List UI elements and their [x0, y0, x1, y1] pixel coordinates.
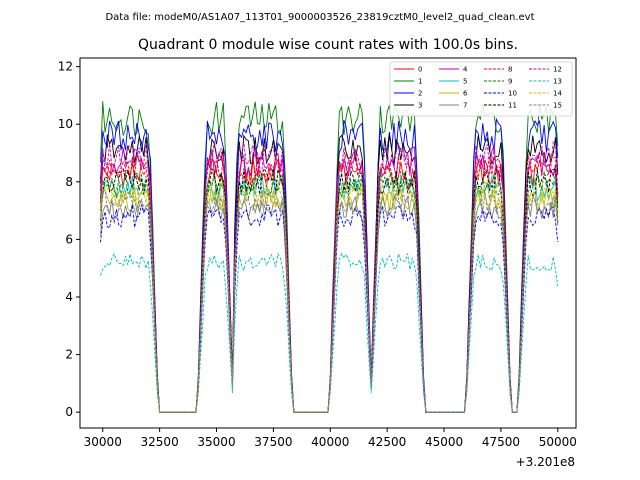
legend-label: 13 [553, 78, 562, 86]
x-offset-label: +3.201e8 [516, 455, 575, 469]
legend-label: 4 [463, 66, 468, 74]
x-tick-label: 37500 [254, 435, 292, 449]
legend-label: 0 [418, 66, 422, 74]
series-line-7 [100, 194, 559, 413]
legend-label: 11 [508, 102, 517, 110]
legend-label: 10 [508, 90, 517, 98]
x-axis: 30000 32500 35000 37500 40000 42500 45000 47500… [84, 428, 577, 449]
y-tick-label: 8 [65, 175, 73, 189]
legend-label: 12 [553, 66, 562, 74]
x-tick-label: 30000 [84, 435, 122, 449]
x-tick-label: 42500 [368, 435, 406, 449]
legend-label: 9 [508, 78, 512, 86]
legend-label: 15 [553, 102, 562, 110]
legend-label: 5 [463, 78, 467, 86]
legend-label: 2 [418, 90, 422, 98]
series-line-10 [100, 204, 559, 413]
legend-label: 3 [418, 102, 422, 110]
x-tick-label: 40000 [311, 435, 349, 449]
y-tick-label: 2 [65, 348, 73, 362]
y-tick-label: 0 [65, 405, 73, 419]
legend-label: 1 [418, 78, 422, 86]
data-file-label: Data file: modeM0/AS1A07_113T01_90000035… [105, 12, 534, 23]
legend-label: 14 [553, 90, 562, 98]
x-tick-label: 47500 [482, 435, 520, 449]
series-line-11 [100, 167, 559, 413]
legend-label: 8 [508, 66, 512, 74]
series-line-15 [100, 188, 559, 413]
plot-lines [100, 101, 559, 413]
x-tick-label: 45000 [425, 435, 463, 449]
y-tick-label: 4 [65, 290, 73, 304]
chart-title: Quadrant 0 module wise count rates with … [138, 37, 518, 53]
legend-label: 6 [463, 90, 468, 98]
x-tick-label: 35000 [197, 435, 235, 449]
series-line-6 [100, 185, 559, 413]
series-line-14 [100, 179, 559, 413]
legend-frame [389, 61, 573, 117]
legend-label: 7 [463, 102, 467, 110]
y-tick-label: 12 [58, 60, 73, 74]
y-axis: 0 2 4 6 8 10 12 [58, 60, 80, 419]
x-tick-label: 50000 [539, 435, 577, 449]
x-tick-label: 32500 [141, 435, 179, 449]
series-line-3 [100, 134, 559, 413]
y-tick-label: 10 [58, 117, 73, 131]
y-tick-label: 6 [65, 232, 73, 246]
plot-frame [79, 57, 577, 429]
